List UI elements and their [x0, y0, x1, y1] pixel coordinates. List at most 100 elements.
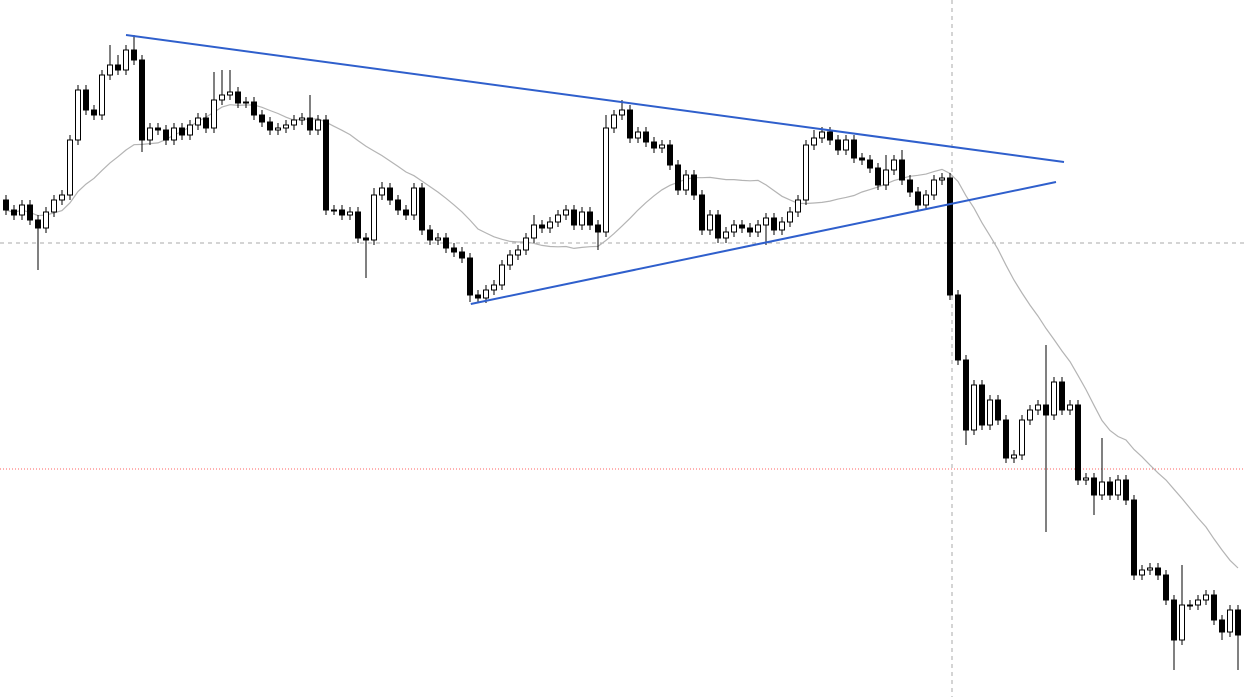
candle-body	[307, 117, 313, 131]
candle-body	[299, 117, 305, 121]
candle-body	[947, 177, 953, 296]
candle-body	[107, 64, 113, 76]
candle-body	[427, 229, 433, 241]
candle-body	[547, 221, 553, 229]
candle-body	[251, 101, 257, 116]
candle-body	[275, 127, 281, 131]
candle-body	[1011, 454, 1017, 459]
candle-body	[563, 209, 569, 216]
candle-body	[723, 231, 729, 239]
candle-body	[539, 224, 545, 229]
candle-body	[1091, 477, 1097, 496]
candle-body	[771, 217, 777, 231]
candle-body	[1051, 381, 1057, 416]
candle-body	[1211, 594, 1217, 621]
candle-body	[659, 144, 665, 149]
candle-body	[643, 131, 649, 143]
candle-body	[443, 237, 449, 249]
candle-body	[915, 191, 921, 206]
candle-body	[243, 101, 249, 104]
candle-body	[603, 127, 609, 233]
candle-body	[843, 139, 849, 151]
candle-body	[1147, 567, 1153, 571]
candle-body	[1187, 604, 1193, 607]
candle-body	[755, 224, 761, 233]
candle-body	[739, 224, 745, 229]
candle-body	[1235, 609, 1241, 636]
candle-body	[619, 109, 625, 116]
candle-body	[667, 144, 673, 166]
candle-body	[1083, 477, 1089, 481]
candle-body	[1115, 479, 1121, 496]
candle-body	[987, 399, 993, 426]
candle-body	[323, 119, 329, 211]
candle-body	[715, 214, 721, 239]
candle-body	[131, 49, 137, 61]
candle-body	[859, 157, 865, 161]
candle-body	[339, 209, 345, 216]
candle-body	[1131, 499, 1137, 576]
candle-body	[291, 119, 297, 126]
candle-body	[971, 384, 977, 431]
candle-body	[83, 89, 89, 111]
moving-average	[5, 104, 1239, 569]
candle-body	[19, 204, 25, 216]
candle-body	[1043, 404, 1049, 416]
candle-body	[451, 247, 457, 253]
candle-body	[355, 211, 361, 239]
candle-body	[1035, 404, 1041, 411]
candle-body	[1003, 419, 1009, 459]
candle-body	[147, 127, 153, 141]
candle-body	[523, 237, 529, 251]
candle-body	[27, 204, 33, 221]
candle-body	[1019, 419, 1025, 456]
candle-body	[787, 211, 793, 223]
candle-body	[115, 64, 121, 71]
candle-body	[219, 94, 225, 101]
candle-body	[1123, 479, 1129, 501]
candle-body	[731, 224, 737, 233]
candle-body	[1059, 381, 1065, 411]
candle-body	[707, 214, 713, 231]
candle-body	[411, 187, 417, 216]
candle-body	[403, 209, 409, 216]
candle-body	[435, 237, 441, 241]
candle-body	[139, 59, 145, 141]
candle-body	[611, 114, 617, 129]
candle-body	[803, 144, 809, 201]
candle-body	[163, 129, 169, 141]
candle-body	[867, 159, 873, 169]
candle-body	[515, 249, 521, 256]
candle-body	[795, 199, 801, 213]
candle-body	[579, 211, 585, 226]
candle-body	[395, 199, 401, 211]
candle-body	[387, 187, 393, 201]
candle-body	[91, 109, 97, 116]
candle-body	[899, 159, 905, 181]
candle-body	[179, 127, 185, 136]
candle-body	[907, 179, 913, 193]
candle-body	[827, 131, 833, 141]
candle-body	[675, 164, 681, 191]
candle-body	[195, 117, 201, 126]
candle-body	[1163, 574, 1169, 601]
candle-body	[1203, 594, 1209, 601]
candle-body	[1075, 404, 1081, 481]
candle-body	[763, 217, 769, 226]
candle-body	[363, 237, 369, 241]
candle-body	[59, 194, 65, 201]
candle-body	[171, 127, 177, 141]
candle-body	[851, 139, 857, 159]
candle-body	[995, 399, 1001, 421]
candle-body	[1227, 609, 1233, 633]
candle-body	[683, 174, 689, 191]
candle-body	[1195, 599, 1201, 606]
candle-body	[1171, 599, 1177, 641]
candle-body	[595, 224, 601, 233]
candle-body	[507, 254, 513, 266]
candle-body	[1027, 409, 1033, 421]
candle-body	[155, 127, 161, 131]
trendline	[470, 181, 1057, 305]
candle-body	[267, 121, 273, 131]
